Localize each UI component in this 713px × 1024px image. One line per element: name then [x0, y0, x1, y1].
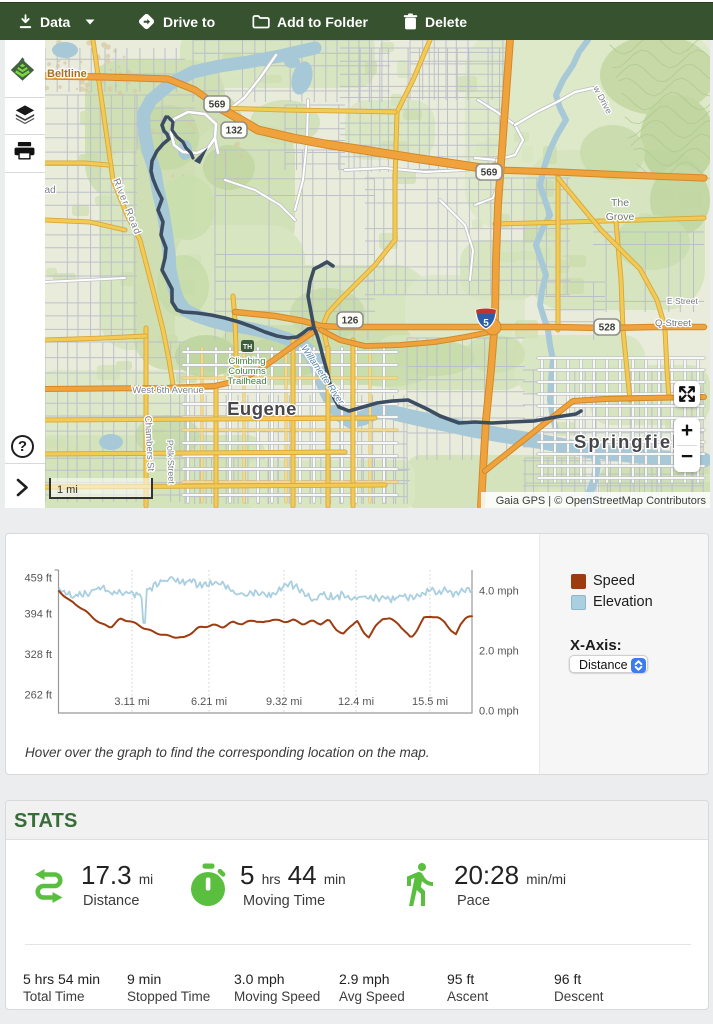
svg-text:Trailhead: Trailhead	[227, 376, 266, 387]
svg-text:569: 569	[209, 100, 226, 111]
svg-text:Springfield: Springfield	[574, 431, 693, 452]
svg-text:9.32 mi: 9.32 mi	[266, 696, 302, 708]
svg-text:Climbing: Climbing	[229, 356, 266, 367]
svg-text:Polk Street: Polk Street	[165, 440, 177, 485]
svg-text:Beltline: Beltline	[47, 68, 87, 80]
svg-text:4.0 mph: 4.0 mph	[479, 586, 519, 598]
svg-text:6.21 mi: 6.21 mi	[191, 696, 227, 708]
svg-text:528: 528	[599, 323, 616, 334]
svg-text:Columns: Columns	[228, 366, 266, 377]
svg-text:Eugene: Eugene	[227, 398, 297, 419]
svg-text:569: 569	[481, 168, 498, 179]
svg-text:E Street: E Street	[667, 296, 698, 306]
svg-text:262 ft: 262 ft	[24, 690, 52, 702]
svg-text:12.4 mi: 12.4 mi	[338, 696, 374, 708]
svg-text:132: 132	[226, 126, 243, 137]
svg-text:394 ft: 394 ft	[24, 609, 52, 621]
svg-text:Q-Street: Q-Street	[655, 318, 691, 329]
svg-text:1 mi: 1 mi	[57, 484, 78, 496]
svg-text:15.5 mi: 15.5 mi	[412, 696, 448, 708]
svg-text:0.0 mph: 0.0 mph	[479, 706, 519, 718]
svg-text:Chambers St: Chambers St	[142, 416, 156, 472]
svg-text:3.11 mi: 3.11 mi	[114, 696, 149, 708]
svg-text:Grove: Grove	[606, 211, 635, 223]
svg-text:West 6th Avenue: West 6th Avenue	[132, 385, 203, 396]
svg-text:The: The	[611, 197, 629, 209]
svg-text:328 ft: 328 ft	[24, 649, 52, 661]
svg-text:5: 5	[483, 318, 489, 329]
svg-text:2.0 mph: 2.0 mph	[479, 646, 519, 658]
svg-text:126: 126	[342, 316, 359, 327]
svg-text:459 ft: 459 ft	[24, 573, 52, 585]
svg-text:TH: TH	[243, 344, 252, 351]
svg-text:oad: oad	[45, 185, 56, 196]
svg-text:Gaia GPS | © OpenStreetMap Con: Gaia GPS | © OpenStreetMap Contributors	[496, 495, 707, 507]
